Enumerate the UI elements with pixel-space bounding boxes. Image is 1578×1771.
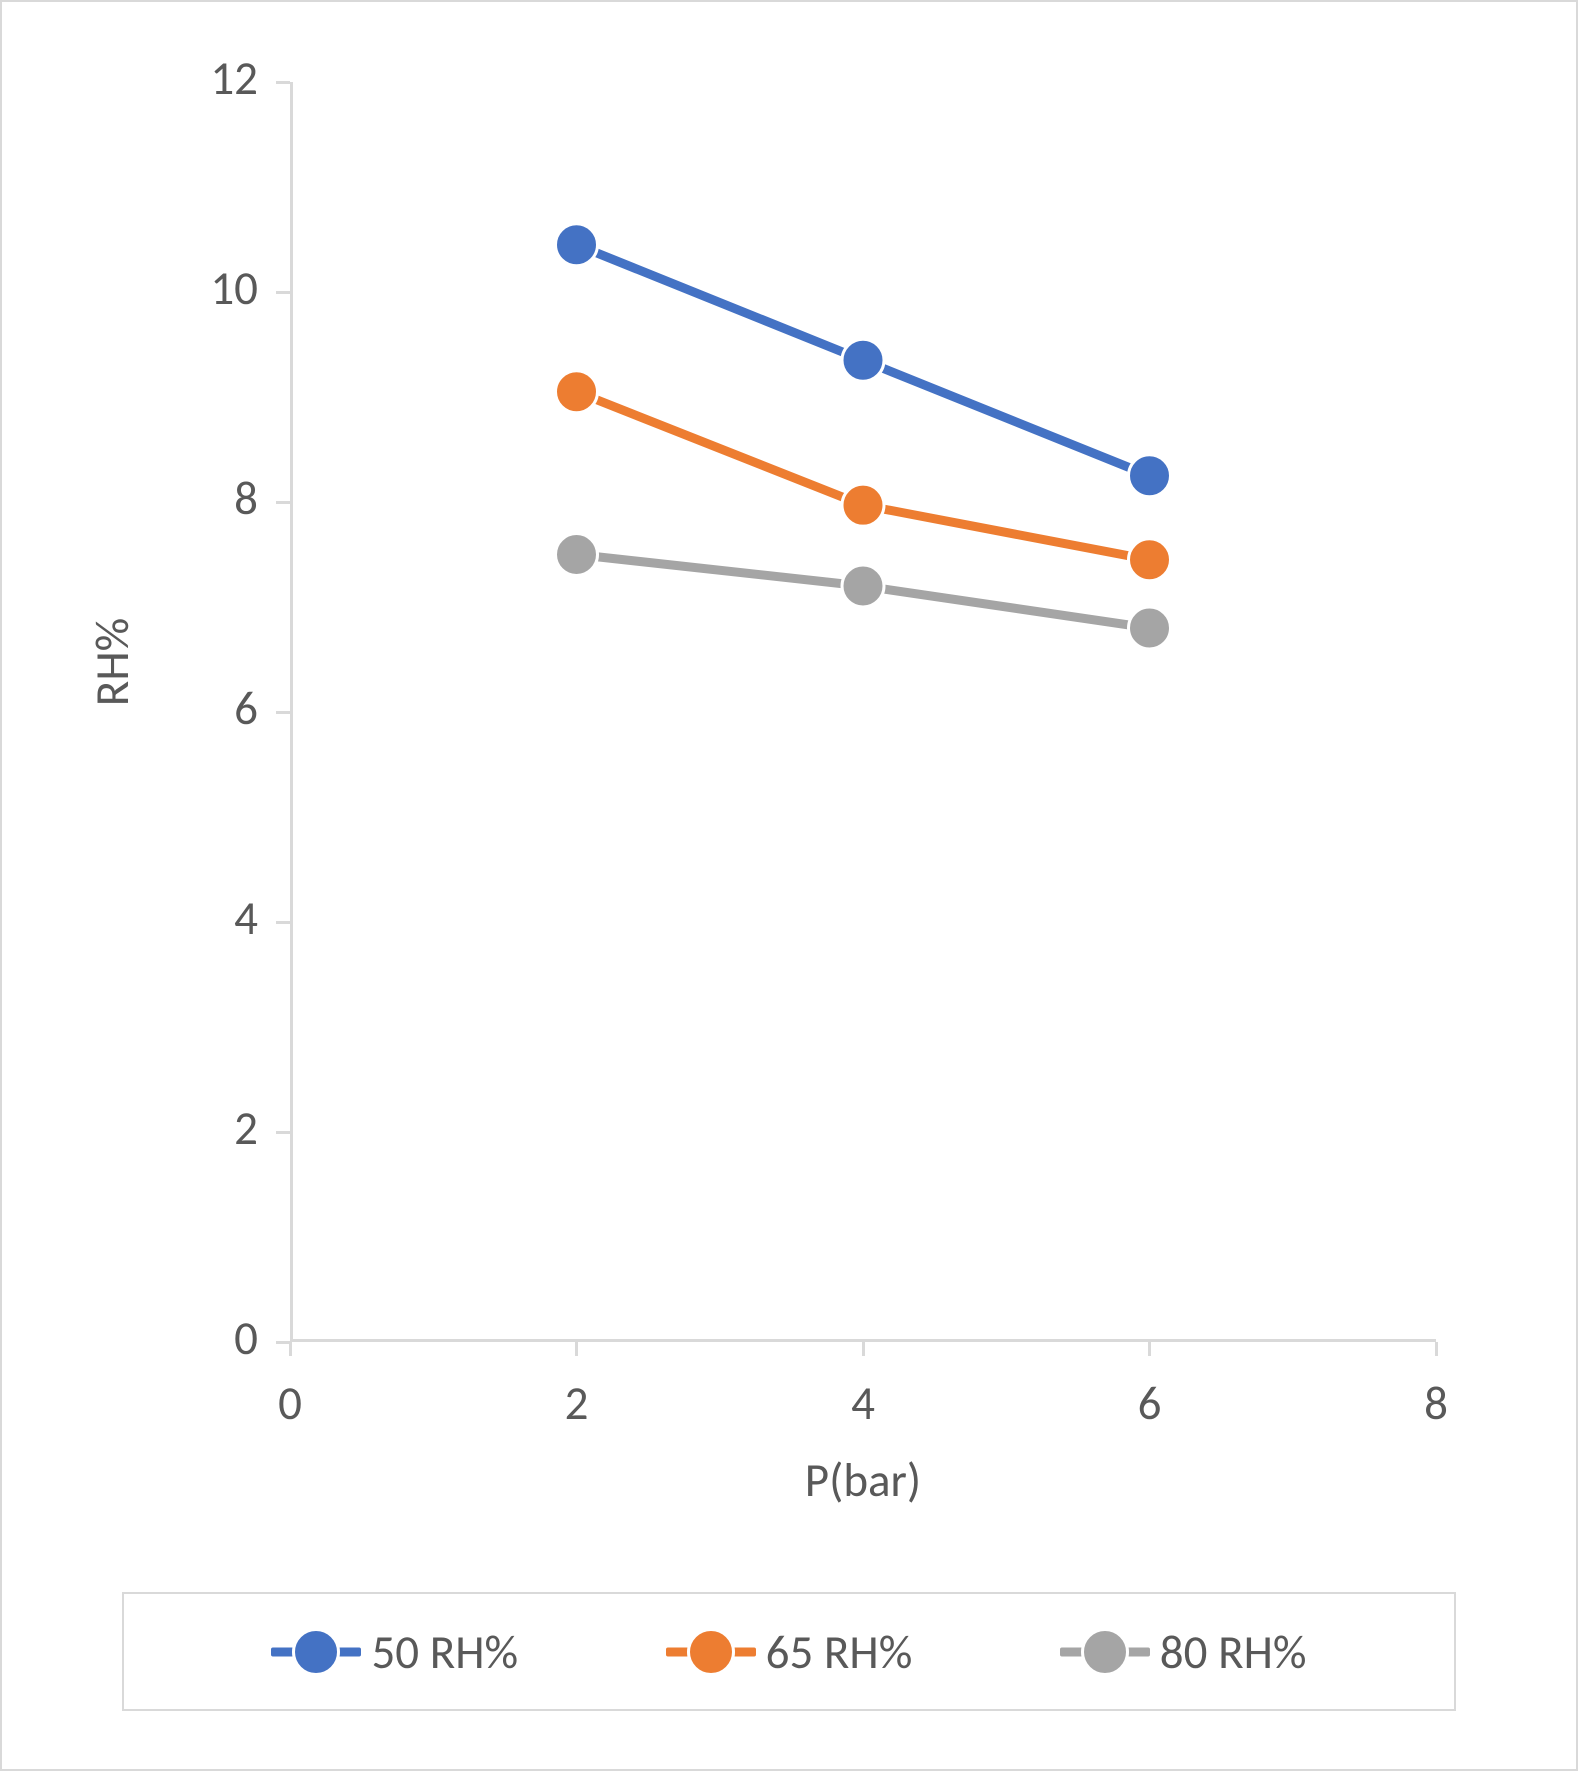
y-tick (276, 501, 290, 504)
series-marker (842, 339, 884, 381)
y-tick (276, 291, 290, 294)
series-marker (556, 534, 598, 576)
y-tick-label: 0 (138, 1309, 258, 1367)
x-tick-label: 0 (230, 1374, 350, 1432)
x-tick (862, 1342, 865, 1356)
series-marker (556, 371, 598, 413)
legend-label: 80 RH% (1160, 1623, 1307, 1681)
x-tick (1435, 1342, 1438, 1356)
y-tick (276, 81, 290, 84)
y-tick-label: 10 (138, 259, 258, 317)
y-axis-title: RH% (83, 512, 141, 812)
plot-area: 02468101202468P(bar)RH% (290, 82, 1436, 1342)
legend-swatch (271, 1632, 361, 1672)
y-tick (276, 921, 290, 924)
legend-label: 65 RH% (766, 1623, 913, 1681)
legend-dot-icon (292, 1628, 340, 1676)
y-tick-label: 6 (138, 679, 258, 737)
y-tick (276, 711, 290, 714)
x-tick-label: 6 (1090, 1374, 1210, 1432)
series-line (577, 392, 1150, 560)
y-tick-label: 2 (138, 1099, 258, 1157)
series-marker (1129, 607, 1171, 649)
y-tick (276, 1131, 290, 1134)
series-marker (842, 484, 884, 526)
x-tick (1148, 1342, 1151, 1356)
x-tick-label: 4 (803, 1374, 923, 1432)
x-tick-label: 8 (1376, 1374, 1496, 1432)
series-marker (1129, 539, 1171, 581)
x-tick (289, 1342, 292, 1356)
legend-item: 50 RH% (271, 1623, 518, 1681)
chart-container: 02468101202468P(bar)RH%50 RH%65 RH%80 RH… (0, 0, 1578, 1771)
x-tick-label: 2 (517, 1374, 637, 1432)
legend-swatch (666, 1632, 756, 1672)
legend-dot-icon (687, 1628, 735, 1676)
series-marker (556, 224, 598, 266)
y-tick-label: 12 (138, 49, 258, 107)
chart-svg (290, 82, 1436, 1342)
y-tick-label: 8 (138, 469, 258, 527)
legend-item: 80 RH% (1060, 1623, 1307, 1681)
legend-item: 65 RH% (666, 1623, 913, 1681)
x-tick (575, 1342, 578, 1356)
y-tick-label: 4 (138, 889, 258, 947)
x-axis-title: P(bar) (713, 1451, 1013, 1509)
series-marker (1129, 455, 1171, 497)
legend-swatch (1060, 1632, 1150, 1672)
series-marker (842, 565, 884, 607)
legend-dot-icon (1081, 1628, 1129, 1676)
legend-label: 50 RH% (371, 1623, 518, 1681)
legend: 50 RH% 65 RH% 80 RH% (122, 1592, 1456, 1711)
